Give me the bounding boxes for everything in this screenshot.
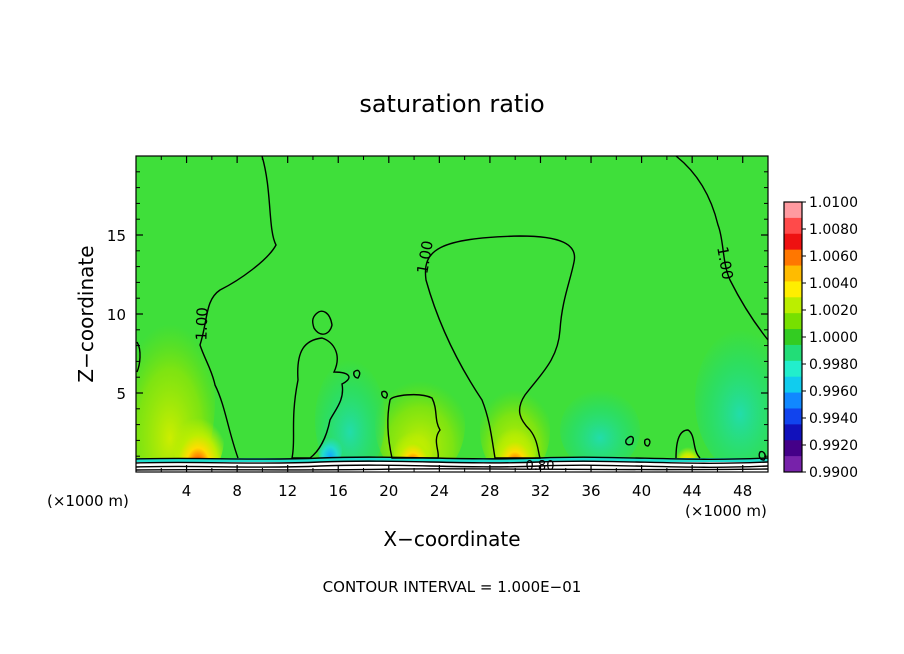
colorbar-label: 1.0080 <box>809 222 858 238</box>
colorbar-label: 0.9960 <box>809 384 858 400</box>
colorbar-swatch <box>784 392 802 409</box>
colorbar-swatch <box>784 233 802 251</box>
colorbar: 1.0100 1.0080 1.0060 1.0040 1.0020 1.0000 0.99… <box>783 195 858 481</box>
x-axis: 4 8 12 16 20 24 28 32 36 40 44 48 <box>160 156 752 500</box>
contour-line <box>353 369 361 379</box>
contour-line <box>136 468 768 471</box>
colorbar-swatch <box>784 217 802 235</box>
colorbar-swatch <box>784 329 802 346</box>
x-tick-label: 24 <box>430 482 449 500</box>
colorbar-swatch <box>784 440 802 457</box>
colorbar-swatch <box>784 376 802 394</box>
contour-line <box>311 310 333 335</box>
contour-line <box>136 464 768 468</box>
x-tick-label: 12 <box>278 482 297 500</box>
colorbar-swatch <box>784 281 802 298</box>
colorbar-swatch <box>784 344 802 362</box>
contour-lines <box>136 156 768 471</box>
contour-label: 1.00 <box>413 239 437 275</box>
colorbar-swatch <box>784 265 802 282</box>
contour-line <box>758 450 766 461</box>
x-tick-label: 8 <box>232 482 242 500</box>
contour-label: 1.00 <box>192 307 211 341</box>
colorbar-label: 1.0020 <box>809 303 858 319</box>
contour-line <box>675 429 701 459</box>
colorbar-swatch <box>784 360 802 378</box>
colorbar-swatch <box>784 297 802 314</box>
colorbar-swatch <box>784 408 802 425</box>
cool-region <box>560 390 640 470</box>
plot-field: 1.00 1.00 1.00 0.80 <box>136 156 768 472</box>
colorbar-label: 0.9920 <box>809 438 858 454</box>
colorbar-swatch <box>784 202 802 219</box>
x-tick-label: 36 <box>581 482 600 500</box>
hot-spot <box>493 412 537 472</box>
x-unit-right: (×1000 m) <box>685 502 767 520</box>
x-tick-label: 48 <box>733 482 752 500</box>
contour-line <box>387 393 441 459</box>
y-axis-label: Z−coordinate <box>74 245 98 382</box>
contour-line <box>136 341 141 373</box>
x-unit-left: (×1000 m) <box>47 492 129 510</box>
cool-region <box>695 330 768 470</box>
colorbar-label: 0.9940 <box>809 411 858 427</box>
contour-line <box>136 460 768 464</box>
contour-labels: 1.00 1.00 1.00 0.80 <box>192 239 737 472</box>
y-tick-label: 10 <box>107 306 126 324</box>
colorbar-label: 1.0060 <box>809 249 858 265</box>
contour-line <box>291 337 350 459</box>
contour-line <box>625 435 635 446</box>
chart-title: saturation ratio <box>359 90 544 118</box>
y-axis: 5 10 15 <box>107 171 768 457</box>
x-tick-label: 16 <box>329 482 348 500</box>
contour-line <box>675 156 768 341</box>
x-tick-label: 44 <box>683 482 702 500</box>
colorbar-swatch <box>784 313 802 330</box>
colorbar-label: 1.0040 <box>809 276 858 292</box>
colorbar-label: 1.0100 <box>809 195 858 211</box>
x-tick-label: 28 <box>480 482 499 500</box>
x-tick-label: 20 <box>379 482 398 500</box>
colorbar-label: 0.9980 <box>809 357 858 373</box>
contour-interval-note: CONTOUR INTERVAL = 1.000E−01 <box>323 578 582 596</box>
colorbar-swatch <box>784 456 802 473</box>
contour-line <box>643 438 651 447</box>
x-tick-label: 4 <box>182 482 192 500</box>
contour-line <box>424 235 576 459</box>
y-tick-label: 15 <box>107 227 126 245</box>
contour-line <box>381 390 388 399</box>
x-tick-label: 32 <box>531 482 550 500</box>
x-tick-label: 40 <box>632 482 651 500</box>
contour-label: 1.00 <box>713 245 737 281</box>
contour-line <box>136 456 768 460</box>
colorbar-label: 0.9900 <box>809 465 858 481</box>
hot-spot <box>172 398 224 472</box>
x-axis-label: X−coordinate <box>383 527 520 551</box>
y-tick-label: 5 <box>116 385 126 403</box>
colorbar-swatch <box>784 424 802 441</box>
colorbar-swatch <box>784 249 802 267</box>
contour-line <box>199 156 277 459</box>
colorbar-label: 1.0000 <box>809 330 858 346</box>
